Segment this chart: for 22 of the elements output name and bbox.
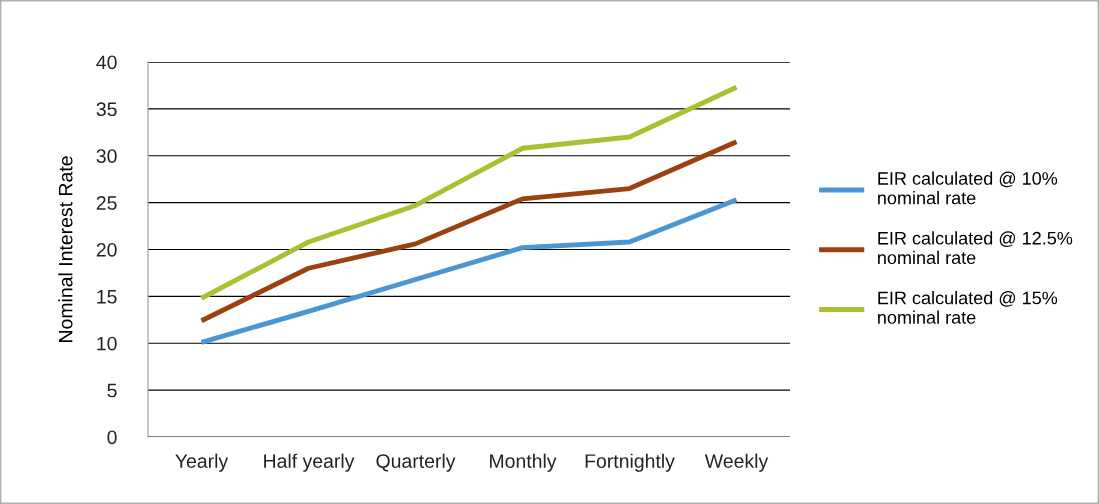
x-tick-label: Weekly (704, 453, 769, 472)
y-tick-label: 5 (107, 383, 117, 398)
legend-label: EIR calculated @ 15% nominal rate (878, 291, 1058, 324)
y-tick-label: 0 (107, 430, 117, 445)
y-tick-label: 10 (97, 336, 117, 351)
line-series (199, 197, 739, 345)
y-tick-label: 30 (96, 149, 117, 163)
legend-label: EIR calculated @ 12.5% nominal rate (878, 231, 1073, 265)
x-tick-label: Monthly (490, 453, 557, 472)
y-tick-label: 40 (96, 55, 117, 70)
y-tick-label: 25 (96, 196, 117, 210)
line-series (199, 139, 739, 324)
line-series (199, 84, 739, 301)
y-tick-label: 15 (97, 290, 117, 304)
x-tick-label: Quarterly (376, 453, 456, 472)
x-tick-label: Fortnightly (585, 453, 675, 472)
y-tick-label: 35 (96, 102, 117, 117)
y-tick-label: 20 (96, 242, 117, 257)
x-tick-label: Half yearly (264, 453, 355, 472)
y-axis-title: Nominal Interest Rate (58, 156, 73, 342)
x-tick-label: Yearly (175, 453, 229, 472)
legend-label: EIR calculated @ 10% nominal rate (878, 171, 1058, 205)
